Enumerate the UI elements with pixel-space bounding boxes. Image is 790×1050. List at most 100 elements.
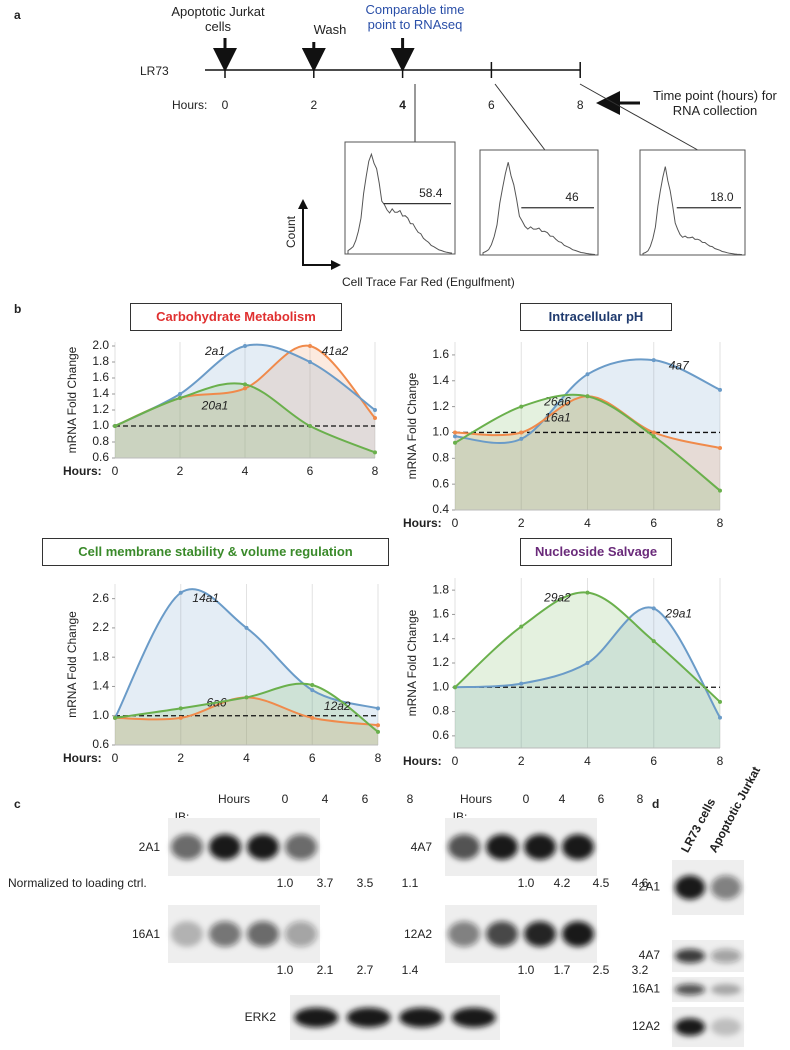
- point: [243, 382, 247, 387]
- loading-label: ERK2: [245, 1010, 277, 1024]
- quant-value: 4.6: [632, 876, 649, 890]
- point: [308, 424, 312, 428]
- area: [115, 345, 375, 458]
- band: [524, 921, 556, 947]
- area: [455, 394, 720, 510]
- point: [519, 436, 524, 441]
- band: [674, 948, 706, 964]
- y-axis-label: mRNA Fold Change: [405, 372, 419, 479]
- quant-value: 1.1: [402, 876, 419, 890]
- time-label: 0: [523, 792, 530, 806]
- series-label: 16a1: [544, 410, 571, 424]
- quant-value: 4.2: [554, 876, 571, 890]
- annotation: Apoptotic Jurkat cells: [171, 4, 265, 34]
- series-line: [454, 606, 721, 719]
- quant-value: 1.0: [277, 963, 294, 977]
- x-tick-label: 8: [717, 754, 724, 768]
- point: [244, 695, 249, 700]
- quant-value: 2.1: [317, 963, 334, 977]
- x-tick-label: 6: [650, 754, 657, 768]
- band: [247, 921, 279, 947]
- band: [448, 921, 480, 947]
- x-tick-label: 8: [375, 751, 382, 765]
- point: [651, 434, 656, 439]
- blot-label: 4A7: [639, 948, 661, 962]
- x-tick-label: 2: [518, 754, 525, 768]
- quant-value: 1.0: [518, 963, 535, 977]
- y-tick-label: 1.0: [432, 425, 449, 439]
- blot-label: 4A7: [411, 840, 433, 854]
- point: [718, 715, 722, 720]
- band: [399, 1007, 444, 1028]
- point: [453, 434, 457, 439]
- point: [651, 606, 656, 611]
- point: [243, 386, 247, 391]
- time-label: 8: [637, 792, 644, 806]
- y-tick-label: 1.8: [92, 649, 109, 663]
- point: [373, 416, 377, 420]
- point: [178, 706, 183, 711]
- hours-label: Hours: [460, 792, 492, 806]
- hour-label: 0: [222, 98, 229, 112]
- quant-value: 1.0: [518, 876, 535, 890]
- y-tick-label: 1.0: [432, 679, 449, 693]
- area: [115, 344, 375, 458]
- band: [674, 875, 706, 900]
- series-label: 2a1: [204, 344, 225, 358]
- quant-value: 1.7: [554, 963, 571, 977]
- point: [308, 344, 312, 348]
- y-tick-label: 2.6: [92, 591, 109, 605]
- point: [243, 344, 247, 348]
- point: [585, 372, 590, 377]
- x-tick-label: 0: [112, 464, 119, 478]
- series-label: 41a2: [322, 344, 349, 358]
- panel-label: b: [14, 302, 21, 316]
- hours-label: Hours:: [172, 98, 207, 112]
- y-tick-label: 1.4: [432, 631, 449, 645]
- x-tick-label: 6: [307, 464, 314, 478]
- panel-label: c: [14, 797, 21, 811]
- x-axis-label: Hours:: [63, 751, 102, 765]
- y-tick-label: 0.6: [92, 450, 109, 464]
- y-tick-label: 0.4: [432, 502, 449, 516]
- quant-value: 3.5: [357, 876, 374, 890]
- y-tick-label: 0.8: [92, 434, 109, 448]
- point: [519, 681, 524, 686]
- arrow-head: [331, 260, 341, 270]
- y-axis-label: mRNA Fold Change: [405, 609, 419, 716]
- point: [178, 715, 183, 720]
- connector: [579, 83, 698, 151]
- connector: [494, 83, 546, 151]
- y-tick-label: 1.4: [432, 373, 449, 387]
- band: [294, 1007, 339, 1028]
- x-axis-label: Cell Trace Far Red (Engulfment): [342, 275, 515, 289]
- time-label: 4: [559, 792, 566, 806]
- point: [178, 392, 182, 396]
- lane-label: Apoptotic Jurkat: [706, 764, 763, 855]
- y-tick-label: 1.2: [432, 399, 449, 413]
- band: [451, 1007, 496, 1028]
- y-tick-label: 0.6: [432, 476, 449, 490]
- series-label: 29a1: [664, 607, 692, 621]
- histogram-trace: [642, 166, 743, 256]
- time-label: 0: [282, 792, 289, 806]
- blot-label: 16A1: [632, 982, 660, 996]
- y-tick-label: 2.0: [92, 338, 109, 352]
- y-tick-label: 0.8: [432, 450, 449, 464]
- time-label: 6: [362, 792, 369, 806]
- x-tick-label: 2: [177, 751, 184, 765]
- x-axis-label: Hours:: [403, 516, 442, 530]
- band: [710, 984, 742, 995]
- quant-value: 3.7: [317, 876, 334, 890]
- area: [455, 592, 720, 748]
- point: [178, 396, 182, 400]
- band: [247, 834, 279, 860]
- point: [519, 430, 524, 435]
- point: [113, 424, 117, 428]
- y-axis-label: Count: [284, 215, 298, 248]
- time-note: Time point (hours) for RNA collection: [653, 88, 777, 118]
- x-tick-label: 0: [452, 516, 459, 530]
- point: [651, 639, 656, 644]
- point: [718, 387, 722, 392]
- y-axis-label: mRNA Fold Change: [65, 346, 79, 453]
